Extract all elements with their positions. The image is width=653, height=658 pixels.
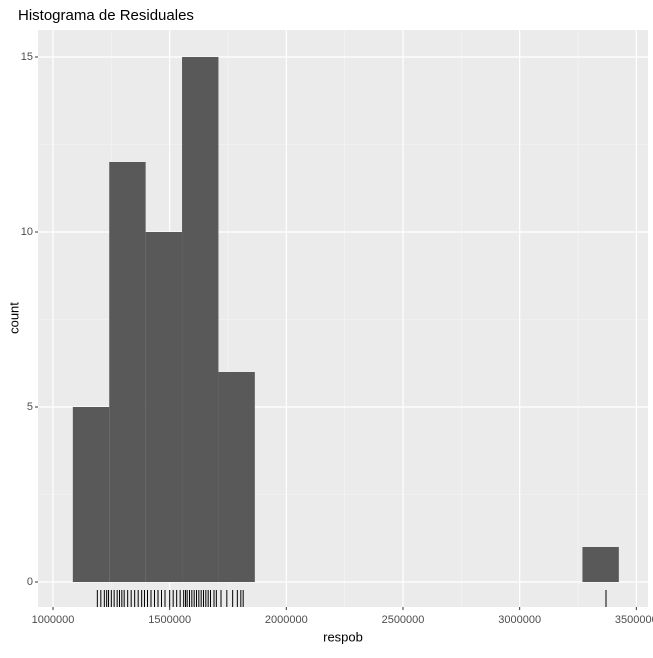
- bar: [72, 407, 110, 583]
- bar: [582, 547, 619, 583]
- x-axis-label: respob: [323, 629, 363, 644]
- y-axis-label: count: [6, 302, 21, 334]
- bar: [218, 371, 255, 583]
- bar: [109, 161, 146, 583]
- y-tick-label: 15: [21, 51, 33, 63]
- x-tick-label: 2500000: [382, 614, 425, 626]
- y-tick-label: 0: [27, 576, 33, 588]
- bar: [145, 231, 183, 583]
- bar: [182, 56, 219, 583]
- x-tick-label: 3000000: [498, 614, 541, 626]
- x-tick-label: 1000000: [32, 614, 75, 626]
- y-tick-label: 5: [27, 401, 33, 413]
- chart-title: Histograma de Residuales: [18, 7, 194, 24]
- y-tick-label: 10: [21, 226, 33, 238]
- x-tick-label: 3500000: [615, 614, 653, 626]
- x-tick-label: 2000000: [265, 614, 308, 626]
- x-tick-label: 1500000: [148, 614, 191, 626]
